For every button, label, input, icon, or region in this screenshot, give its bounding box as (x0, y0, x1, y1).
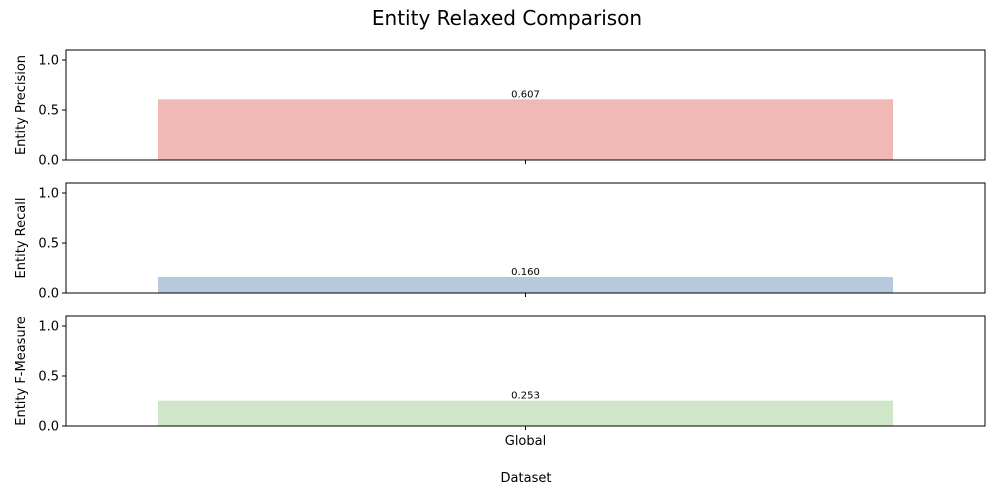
y-tick-label: 1.0 (38, 54, 59, 69)
y-tick-label: 1.0 (38, 320, 59, 335)
panel-1: 0.607 0.0 0.5 1.0 Entity Precision (14, 49, 986, 169)
y-tick-label: 0.5 (38, 104, 59, 119)
y-tick-label: 0.5 (38, 370, 59, 385)
x-tick-label: Global (505, 434, 546, 449)
y-tick-label: 0.0 (38, 420, 59, 435)
y-tick-label: 0.0 (38, 287, 59, 302)
bar-global (158, 277, 893, 293)
panel-3: 0.253 0.0 0.5 1.0 Entity F-Measure Global (14, 315, 986, 449)
bar-global (158, 99, 893, 160)
y-tick-label: 1.0 (38, 187, 59, 202)
y-axis-label: Entity Recall (14, 198, 29, 279)
panel-2: 0.160 0.0 0.5 1.0 Entity Recall (14, 182, 986, 302)
y-tick-label: 0.0 (38, 154, 59, 169)
y-axis-label: Entity Precision (14, 55, 29, 155)
y-axis-label: Entity F-Measure (14, 316, 29, 426)
data-label: 0.607 (511, 89, 540, 100)
data-label: 0.160 (511, 267, 540, 278)
chart-title: Entity Relaxed Comparison (372, 6, 642, 30)
y-tick-label: 0.5 (38, 237, 59, 252)
x-axis-label: Dataset (501, 471, 552, 486)
bar-global (158, 400, 893, 426)
data-label: 0.253 (511, 391, 540, 402)
